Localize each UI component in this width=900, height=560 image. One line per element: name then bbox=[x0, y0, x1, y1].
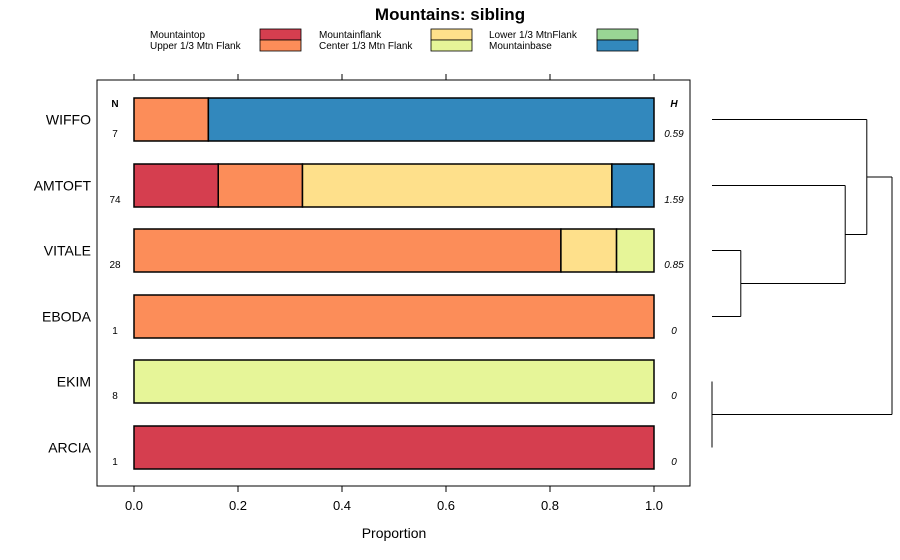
x-axis-label: Proportion bbox=[362, 525, 427, 541]
h-value: 0 bbox=[671, 391, 677, 402]
h-value: 1.59 bbox=[664, 195, 684, 206]
n-value: 1 bbox=[112, 457, 118, 468]
category-label: EBODA bbox=[42, 309, 92, 325]
legend-swatch bbox=[430, 28, 473, 41]
legend-swatch bbox=[259, 28, 302, 41]
h-column: H 0.59 1.59 0.85 0 0 0 bbox=[664, 99, 684, 468]
n-value: 1 bbox=[112, 326, 118, 337]
legend-label: Center 1/3 Mtn Flank bbox=[319, 41, 413, 52]
x-tick-label: 0.8 bbox=[541, 498, 559, 513]
x-tick-label: 0.4 bbox=[333, 498, 351, 513]
dendrogram bbox=[711, 119, 893, 448]
bar-segment bbox=[301, 163, 613, 208]
bars-group bbox=[133, 97, 655, 470]
bar-segment bbox=[133, 228, 562, 273]
n-value: 74 bbox=[109, 195, 121, 206]
bar-segment bbox=[133, 425, 655, 470]
plot-panel bbox=[96, 79, 691, 487]
bar-segment bbox=[560, 228, 618, 273]
bar-segment bbox=[615, 228, 655, 273]
category-label: ARCIA bbox=[48, 440, 91, 456]
x-tick-label: 1.0 bbox=[645, 498, 663, 513]
legend: Mountaintop Mountainflank Lower 1/3 MtnFla… bbox=[150, 28, 639, 52]
legend-label: Mountainflank bbox=[319, 30, 382, 41]
legend-swatch bbox=[430, 39, 473, 52]
legend-label: Upper 1/3 Mtn Flank bbox=[150, 41, 242, 52]
legend-label: Lower 1/3 MtnFlank bbox=[489, 30, 578, 41]
legend-label: Mountainbase bbox=[489, 41, 552, 52]
bar-segment bbox=[133, 294, 655, 339]
x-axis: 0.0 0.2 0.4 0.6 0.8 1.0 bbox=[125, 74, 663, 513]
n-column: N 7 74 28 1 8 1 bbox=[109, 99, 121, 468]
category-label: AMTOFT bbox=[34, 178, 92, 194]
legend-swatch bbox=[596, 28, 639, 41]
x-tick-label: 0.2 bbox=[229, 498, 247, 513]
category-label: EKIM bbox=[57, 374, 91, 390]
bar-segment bbox=[133, 359, 655, 404]
bar-segment bbox=[133, 163, 219, 208]
category-labels: WIFFO AMTOFT VITALE EBODA EKIM ARCIA bbox=[34, 112, 92, 456]
legend-swatch bbox=[259, 39, 302, 52]
bar-segment bbox=[611, 163, 655, 208]
h-value: 0 bbox=[671, 457, 677, 468]
chart-title: Mountains: sibling bbox=[375, 5, 525, 24]
n-value: 7 bbox=[112, 129, 118, 140]
bar-segment bbox=[217, 163, 304, 208]
legend-label: Mountaintop bbox=[150, 30, 205, 41]
bar-segment bbox=[133, 97, 210, 142]
category-label: WIFFO bbox=[46, 112, 91, 128]
h-value: 0 bbox=[671, 326, 677, 337]
n-value: 8 bbox=[112, 391, 118, 402]
x-tick-label: 0.0 bbox=[125, 498, 143, 513]
legend-swatch bbox=[596, 39, 639, 52]
n-value: 28 bbox=[109, 260, 121, 271]
h-value: 0.59 bbox=[664, 129, 684, 140]
n-header: N bbox=[111, 99, 118, 110]
h-header: H bbox=[670, 99, 678, 110]
category-label: VITALE bbox=[44, 243, 91, 259]
x-tick-label: 0.6 bbox=[437, 498, 455, 513]
h-value: 0.85 bbox=[664, 260, 684, 271]
bar-segment bbox=[207, 97, 655, 142]
